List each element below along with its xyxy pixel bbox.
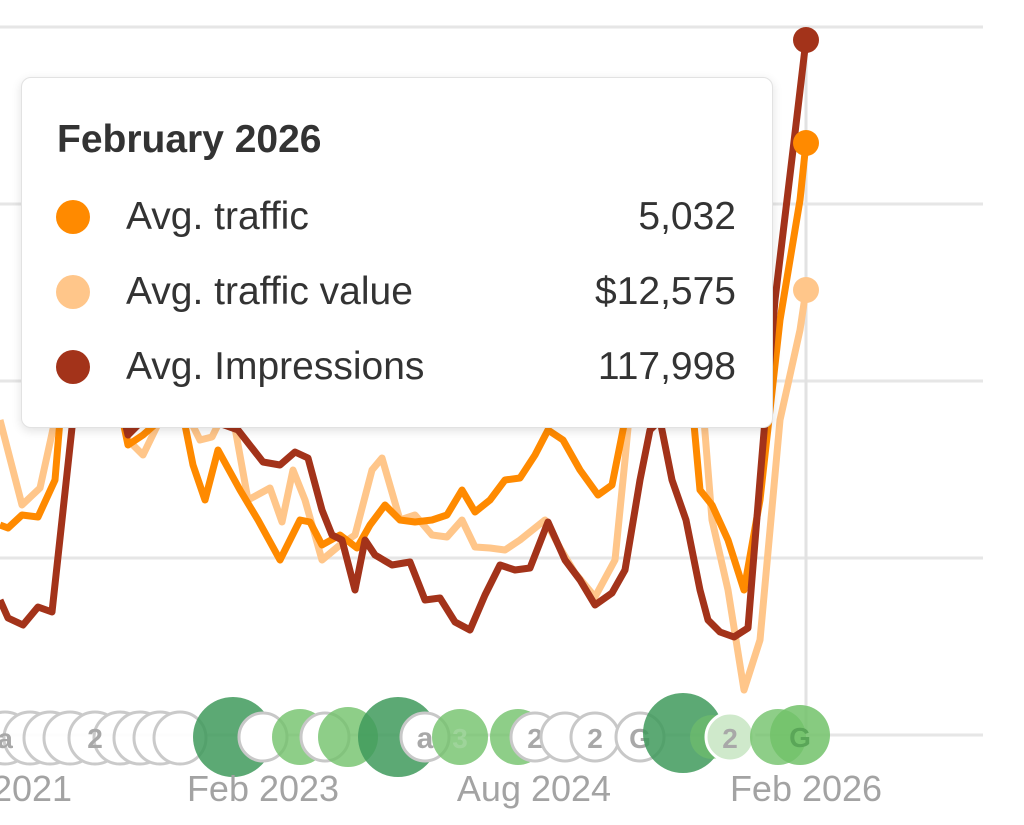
tooltip-row-traffic: Avg. traffic 5,032 [56,192,736,242]
tooltip-value: 117,998 [597,345,736,388]
svg-text:2: 2 [587,723,603,754]
tooltip-label: Avg. traffic [126,195,309,238]
svg-text:a: a [0,723,13,754]
x-tick-label: 2021 [0,768,73,809]
tooltip-label: Avg. traffic value [126,270,413,313]
tooltip-value: 5,032 [638,195,736,238]
x-tick-label: Feb 2026 [729,768,883,809]
traffic-legend-dot-icon [56,200,90,234]
series-impressions-line[interactable] [0,39,810,641]
tooltip-title: February 2026 [57,118,322,161]
impressions-legend-dot-icon [56,350,90,384]
tooltip-row-impressions: Avg. Impressions 117,998 [56,342,736,392]
tooltip-label: Avg. Impressions [126,345,425,388]
tooltip-value: $12,575 [595,270,736,313]
traffic-value-legend-dot-icon [56,275,90,309]
x-tick-label: Feb 2023 [186,768,340,809]
svg-text:a: a [417,722,434,755]
chart-tooltip: February 2026 Avg. traffic 5,032 Avg. tr… [21,77,773,428]
svg-text:3: 3 [452,723,468,754]
series-traffic-endpoint[interactable] [793,130,819,156]
x-tick-label: Aug 2024 [456,768,612,809]
series-traffic-value-endpoint[interactable] [793,277,819,303]
svg-text:G: G [789,722,811,753]
svg-text:2: 2 [722,723,738,754]
tooltip-row-traffic-value: Avg. traffic value $12,575 [56,267,736,317]
series-impressions-endpoint[interactable] [793,27,819,53]
svg-text:2: 2 [527,723,543,754]
svg-text:2: 2 [87,723,103,754]
